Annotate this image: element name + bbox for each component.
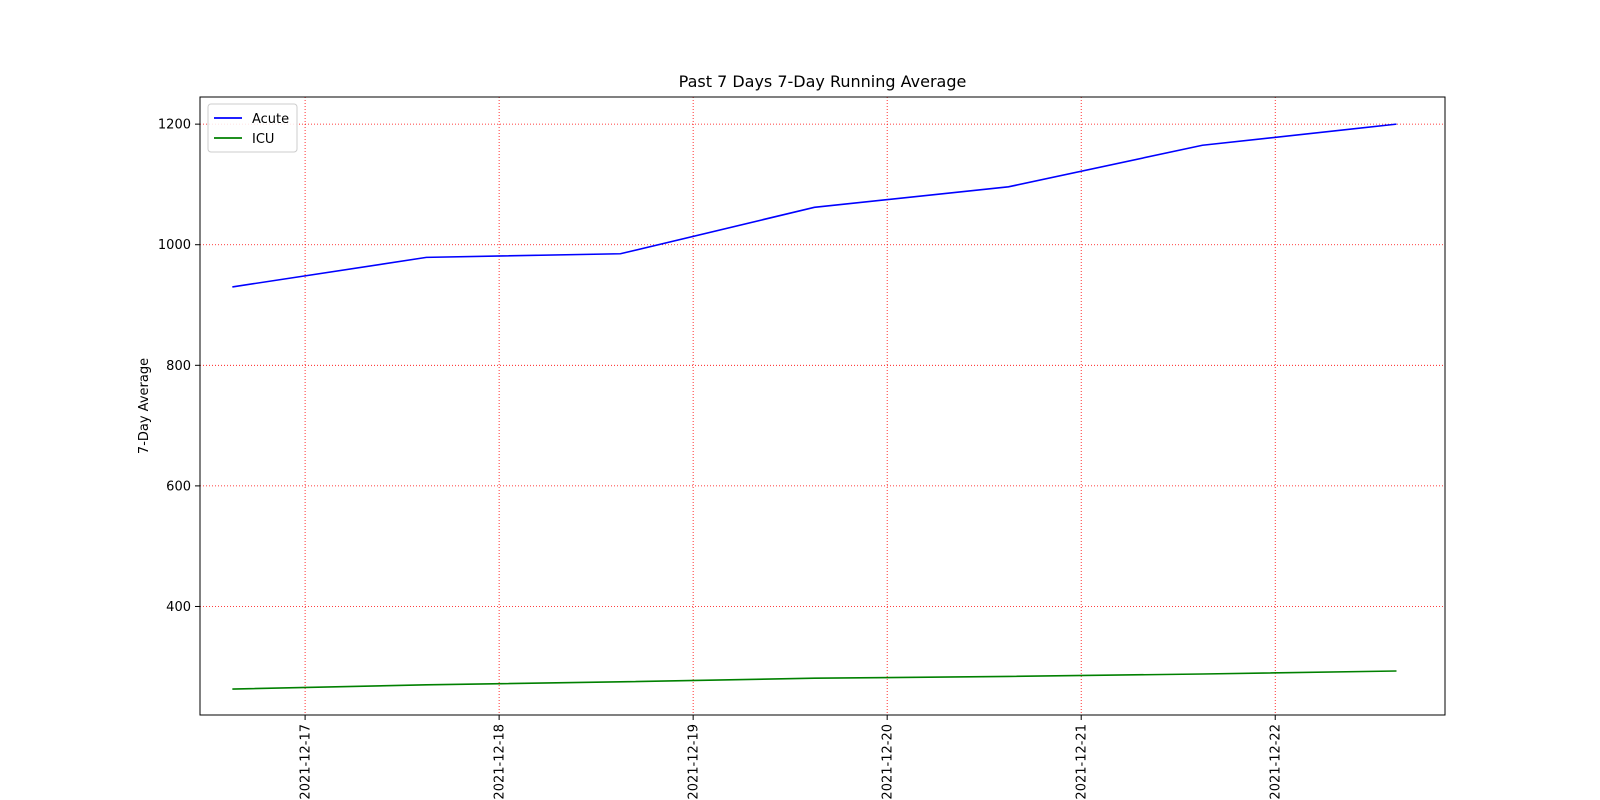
- x-tick-label: 2021-12-18: [493, 724, 508, 800]
- plot-frame: [199, 96, 1446, 716]
- y-tick-label: 400: [166, 600, 191, 615]
- series-line-acute: [232, 123, 1397, 288]
- ticks-layer: 400 600 800 1000 1200 2021-12-17 2021-12-18 202…: [158, 118, 1284, 800]
- x-tick-label: 2021-12-21: [1075, 724, 1090, 800]
- y-tick-label: 600: [166, 479, 191, 494]
- x-tick-label: 2021-12-22: [1269, 724, 1284, 800]
- legend-label: Acute: [252, 112, 289, 127]
- y-tick-label: 1000: [158, 238, 191, 253]
- y-tick-label: 1200: [158, 118, 191, 133]
- legend-label: ICU: [252, 132, 274, 147]
- x-tick-label: 2021-12-20: [881, 724, 896, 800]
- x-tick-label: 2021-12-19: [687, 724, 702, 800]
- lines-layer: [232, 123, 1397, 690]
- legend-box: [207, 103, 298, 153]
- legend: Acute ICU: [207, 103, 298, 153]
- y-axis-label: 7-Day Average: [137, 358, 152, 454]
- x-tick-label: 2021-12-17: [299, 724, 314, 800]
- y-tick-label: 800: [166, 359, 191, 374]
- chart-title: Past 7 Days 7-Day Running Average: [679, 72, 967, 91]
- grid-layer: [200, 97, 1445, 715]
- series-line-icu: [232, 670, 1397, 690]
